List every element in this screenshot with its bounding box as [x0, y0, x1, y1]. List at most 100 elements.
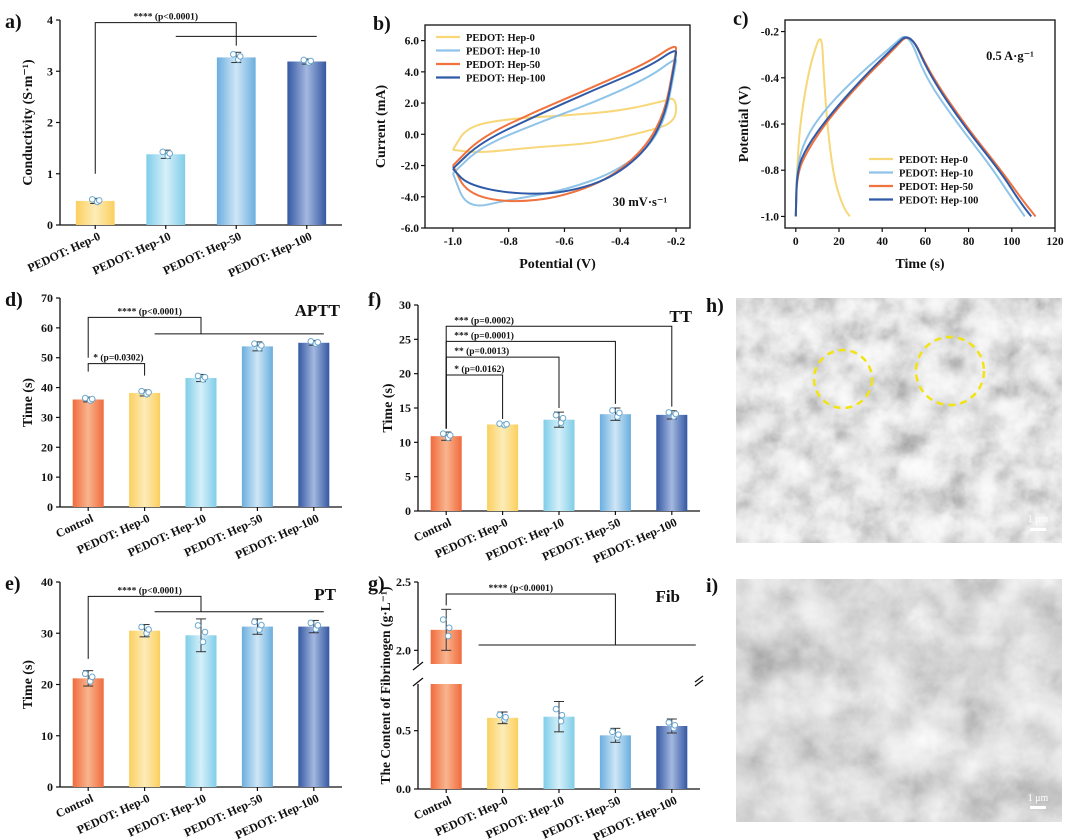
- significance-label: ** (p=0.0013): [454, 346, 509, 357]
- data-point: [440, 431, 446, 437]
- y-tick-label: 70: [41, 291, 53, 305]
- bar: [287, 62, 326, 225]
- y-tick-label: 1: [47, 167, 53, 181]
- data-point: [446, 625, 452, 631]
- y-tick-label: 20: [41, 440, 53, 454]
- bar: [298, 343, 329, 507]
- y-axis-title: Potential (V): [737, 85, 752, 162]
- data-point: [553, 412, 559, 418]
- y-tick-label: -1.0: [761, 211, 779, 223]
- y-tick-label: 20: [41, 678, 53, 692]
- y-tick-label: 10: [41, 729, 53, 743]
- y-tick-label: 25: [399, 332, 411, 346]
- data-point: [167, 151, 173, 157]
- data-point: [96, 198, 102, 204]
- legend-label: PEDOT: Hep-100: [899, 196, 978, 207]
- y-tick-label: 30: [399, 298, 411, 312]
- chart-c: 0 20 40 60 80 100 120-1.0-0.8-0.6-0.4-0.2Time …: [733, 8, 1064, 272]
- significance-label: **** (p<0.0001): [117, 585, 182, 596]
- x-tick-label: -0.2: [667, 236, 685, 248]
- y-tick-label: 0: [47, 500, 53, 514]
- data-point: [259, 343, 265, 349]
- data-point: [146, 627, 152, 633]
- bar: [431, 436, 462, 511]
- bar: [185, 635, 216, 787]
- panel-label-g: g): [368, 573, 385, 595]
- data-point: [146, 390, 152, 396]
- y-tick-label: -0.2: [761, 27, 779, 39]
- bar: [656, 726, 687, 789]
- chart-title: Fib: [655, 587, 680, 606]
- x-tick-label: Control: [53, 791, 96, 821]
- bar: [431, 684, 462, 789]
- x-tick-label: 60: [920, 236, 932, 248]
- series-line: [453, 99, 676, 152]
- annotation: 30 mV·s⁻¹: [613, 195, 668, 209]
- bar: [129, 393, 160, 507]
- y-tick-label: -6.0: [401, 223, 419, 235]
- data-point: [230, 52, 236, 58]
- panel-label-e: e): [5, 573, 21, 595]
- y-tick-label: 0.0: [405, 129, 420, 141]
- x-tick-label: PEDOT: Hep-10: [90, 229, 173, 278]
- data-point: [202, 375, 208, 381]
- y-tick-label: 0: [47, 780, 53, 794]
- data-point: [553, 706, 559, 712]
- y-axis-title: Time (s): [381, 383, 396, 432]
- bar: [73, 400, 104, 507]
- y-tick-label: 60: [41, 321, 53, 335]
- y-tick-label: -2.0: [401, 161, 419, 173]
- data-point: [139, 624, 145, 630]
- y-axis-title: Time (s): [21, 660, 36, 709]
- y-tick-label: 40: [41, 381, 53, 395]
- scale-bar-label: 1 μm: [1028, 514, 1049, 525]
- legend-label: PEDOT: Hep-50: [466, 60, 540, 71]
- panel-label-a: a): [5, 11, 22, 33]
- data-point: [259, 622, 265, 628]
- y-tick-label: 20: [399, 367, 411, 381]
- scale-bar: [1030, 528, 1046, 531]
- significance-bracket: [446, 375, 502, 429]
- bar: [600, 735, 631, 789]
- y-tick-label: 5: [405, 470, 411, 484]
- x-tick-label: -1.0: [444, 236, 462, 248]
- y-axis-title: The Content of Fibrinogen (g·L⁻¹): [378, 587, 393, 785]
- chart-d: 010203040506070Time (s)ControlPEDOT: Hep…: [5, 289, 342, 562]
- chart-title: APTT: [295, 301, 341, 320]
- data-point: [195, 623, 201, 629]
- chart-title: PT: [314, 585, 336, 604]
- significance-bracket: [88, 317, 201, 357]
- data-point: [89, 674, 95, 680]
- bar: [298, 627, 329, 787]
- legend-label: PEDOT: Hep-50: [899, 182, 973, 193]
- x-tick-label: 0: [793, 236, 799, 248]
- bar: [146, 154, 185, 225]
- x-axis-title: Time (s): [895, 257, 944, 272]
- data-point: [666, 410, 672, 416]
- bar: [73, 678, 104, 787]
- data-point: [559, 712, 565, 718]
- data-point: [610, 408, 616, 414]
- bar: [185, 378, 216, 507]
- data-point: [616, 732, 622, 738]
- significance-label: * (p=0.0302): [93, 353, 143, 364]
- y-tick-label: 2.0: [396, 643, 411, 657]
- panel-label-d: d): [5, 289, 23, 311]
- y-tick-label: -0.6: [761, 119, 779, 131]
- y-tick-label: 15: [399, 401, 411, 415]
- y-tick-label: 2: [47, 116, 53, 130]
- scale-bar: [1030, 806, 1046, 809]
- sem-image-h: 1 μm: [736, 298, 1062, 543]
- y-tick-label: 3: [47, 64, 53, 78]
- data-point: [672, 723, 678, 729]
- data-point: [237, 54, 243, 60]
- legend-label: PEDOT: Hep-0: [899, 155, 968, 166]
- x-tick-label: -0.8: [500, 236, 518, 248]
- legend-label: PEDOT: Hep-0: [466, 33, 535, 44]
- data-point: [252, 619, 258, 625]
- panel-label-i: i): [706, 575, 718, 597]
- data-point: [252, 341, 258, 347]
- data-point: [89, 396, 95, 402]
